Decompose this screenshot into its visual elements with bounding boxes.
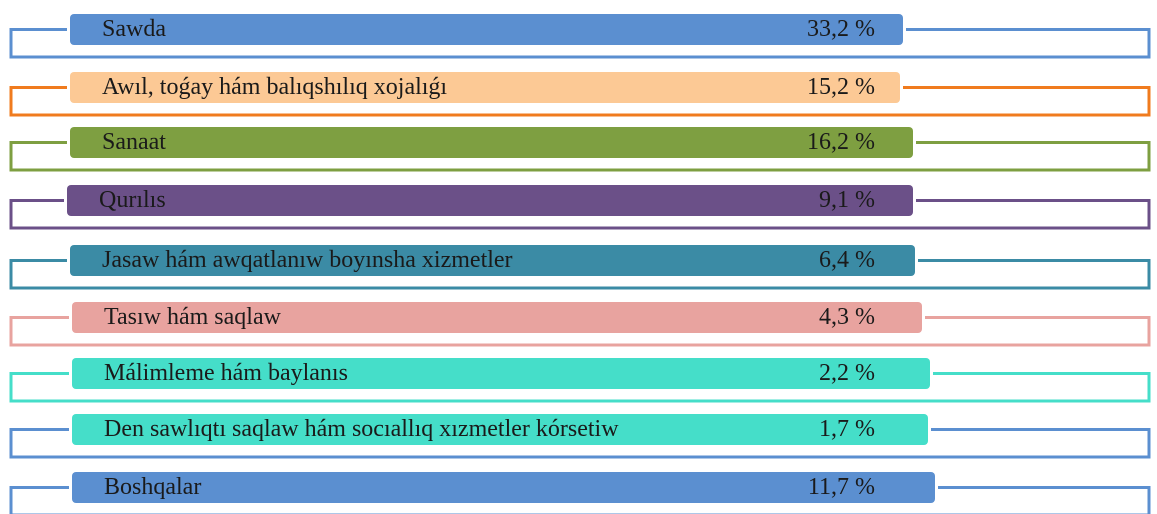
row-label: Tasıw hám saqlaw xyxy=(104,304,282,330)
row-value: 9,1 % xyxy=(819,187,875,213)
row-value: 6,4 % xyxy=(819,247,875,273)
row-label: Málimleme hám baylanıs xyxy=(104,360,348,386)
row-value: 2,2 % xyxy=(819,360,875,386)
row-bar xyxy=(67,242,918,279)
row-value: 1,7 % xyxy=(819,416,875,442)
row-label: Boshqalar xyxy=(104,474,201,500)
row-value: 4,3 % xyxy=(819,304,875,330)
row-label: Awıl, toǵay hám balıqshılıq xojalıǵı xyxy=(102,74,447,100)
row-value: 33,2 % xyxy=(807,16,875,42)
row-label: Jasaw hám awqatlanıw boyınsha xizmetler xyxy=(102,247,513,273)
row-bar xyxy=(69,299,925,336)
row-bar xyxy=(69,469,938,506)
row-bar xyxy=(64,182,916,219)
row-bar xyxy=(69,355,933,392)
row-value: 15,2 % xyxy=(807,74,875,100)
row-bar xyxy=(67,11,906,48)
row-label: Den sawlıqtı saqlaw hám socıallıq xızmet… xyxy=(104,416,619,442)
row-label: Sanaat xyxy=(102,129,166,155)
row-bar xyxy=(69,411,931,448)
row-value: 16,2 % xyxy=(807,129,875,155)
row-bar xyxy=(67,69,903,106)
row-bar xyxy=(67,124,916,161)
row-label: Qurılıs xyxy=(99,187,166,213)
row-label: Sawda xyxy=(102,16,166,42)
row-value: 11,7 % xyxy=(808,474,875,500)
